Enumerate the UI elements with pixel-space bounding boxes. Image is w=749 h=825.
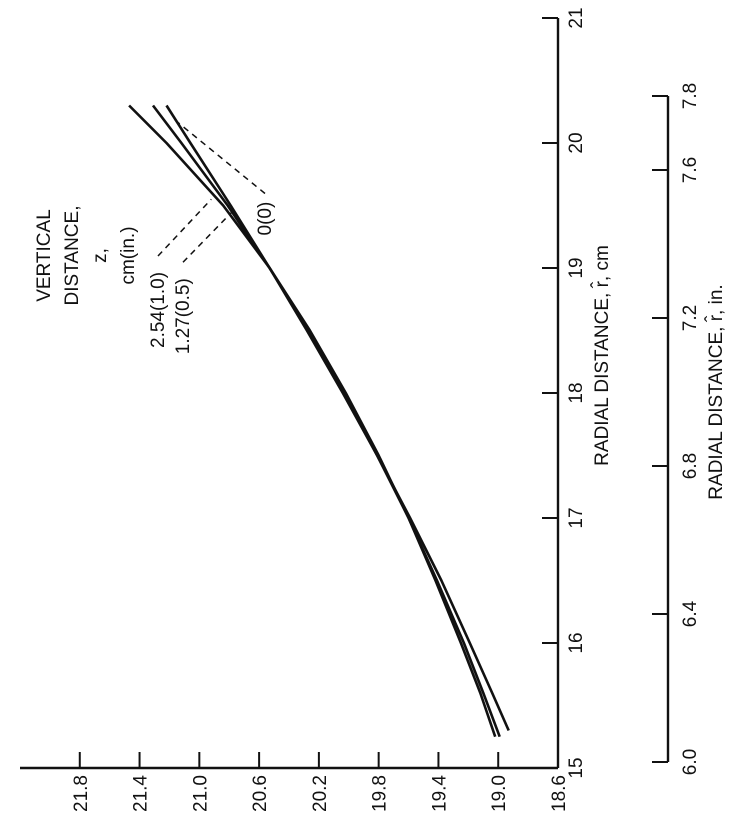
legend-leader xyxy=(182,211,233,263)
legend-leader xyxy=(171,117,266,195)
y-tick-label: 21.8 xyxy=(71,775,92,812)
legend-title-line: DISTANCE, xyxy=(62,206,83,306)
y-tick-label: 20.2 xyxy=(310,775,331,812)
axes: 18.619.019.419.820.220.621.021.421.8PRES… xyxy=(20,7,727,812)
x2-tick-label: 6.4 xyxy=(680,600,701,627)
series-line-2 xyxy=(165,104,510,732)
legend-label: 2.54(1.0) xyxy=(148,272,169,348)
x-tick-label: 16 xyxy=(566,632,587,653)
y-tick-label: 21.0 xyxy=(190,775,211,812)
series-line-0 xyxy=(128,104,497,738)
x2-tick-label: 7.8 xyxy=(680,83,701,109)
x-tick-label: 17 xyxy=(566,507,587,528)
y-tick-label: 19.4 xyxy=(429,775,450,812)
x-tick-label: 19 xyxy=(566,257,587,278)
y-tick-label: 19.8 xyxy=(370,775,391,812)
plot-area: 18.619.019.419.820.220.621.021.421.8PRES… xyxy=(20,7,727,812)
legend-title-line: cm(in.) xyxy=(118,226,139,284)
series-line-1 xyxy=(151,104,501,738)
legend-title-line: z, xyxy=(90,248,111,263)
x-tick-label: 18 xyxy=(566,382,587,403)
legend: VERTICAL DISTANCE, z, cm(in.) 2.54(1.0) 1.27(… xyxy=(34,117,276,354)
y-tick-label: 21.4 xyxy=(131,775,152,812)
x2-tick-label: 7.6 xyxy=(680,157,701,183)
x-tick-label: 15 xyxy=(566,757,587,778)
x2-tick-label: 6.0 xyxy=(680,749,701,775)
y-tick-label: 20.6 xyxy=(250,775,271,812)
legend-title-line: VERTICAL xyxy=(34,209,55,302)
x-axis-title: RADIAL DISTANCE, r̂, cm xyxy=(590,245,613,466)
x-tick-label: 20 xyxy=(566,132,587,153)
x2-tick-label: 7.2 xyxy=(680,305,701,331)
x2-axis-title: RADIAL DISTANCE, r̂, in. xyxy=(704,284,727,499)
y-tick-label: 18.6 xyxy=(549,775,570,812)
legend-label: 1.27(0.5) xyxy=(173,278,194,354)
curves xyxy=(128,104,510,738)
y-tick-label: 19.0 xyxy=(489,775,510,812)
legend-leader xyxy=(157,198,212,257)
legend-label: 0(0) xyxy=(255,202,276,236)
x-tick-label: 21 xyxy=(566,7,587,28)
x2-tick-label: 6.8 xyxy=(680,453,701,479)
